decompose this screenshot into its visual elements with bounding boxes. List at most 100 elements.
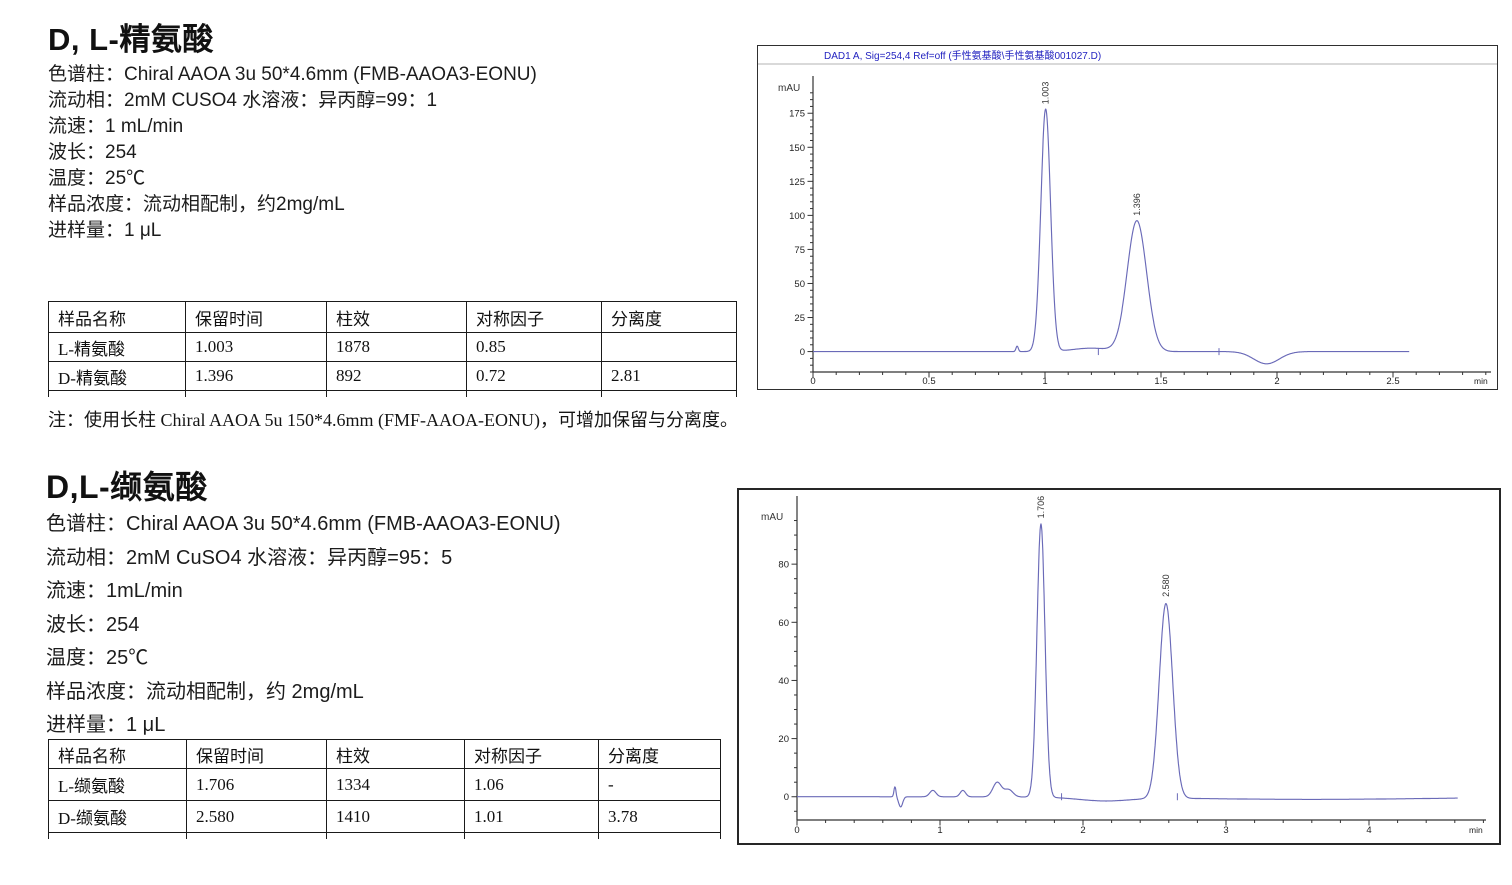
table-cell: 1.01 — [464, 800, 599, 833]
table-cell: 3.78 — [598, 800, 721, 833]
peak-labels: 1.706 2.580 — [1036, 496, 1171, 597]
section1-parameters: 色谱柱：Chiral AAOA 3u 50*4.6mm (FMB-AAOA3-E… — [48, 62, 537, 244]
svg-text:175: 175 — [789, 109, 805, 120]
table-column-stub — [736, 390, 737, 397]
svg-text:20: 20 — [778, 734, 789, 745]
svg-text:2.5: 2.5 — [1386, 376, 1399, 387]
section2-results-table: 样品名称 保留时间 柱效 对称因子 分离度 L-缬氨酸 1.706 1334 1.06- D-缬氨… — [48, 739, 721, 833]
table-header-cell: 保留时间 — [186, 739, 327, 769]
parameter-line: 样品浓度：流动相配制，约 2mg/mL — [46, 680, 364, 703]
table-row: L-缬氨酸 1.706 1334 1.06- — [48, 768, 721, 801]
svg-text:80: 80 — [778, 560, 789, 571]
table-header-cell: 分离度 — [601, 301, 737, 333]
table-cell — [601, 332, 737, 362]
chromatogram-trace — [796, 523, 1458, 808]
chromatogram-1-frame: DAD1 A, Sig=254,4 Ref=off (手性氨基酸\手性氨基酸00… — [757, 45, 1498, 390]
table-column-stub — [326, 390, 327, 397]
svg-text:min: min — [1474, 376, 1488, 386]
table-cell: - — [598, 768, 721, 801]
axes — [812, 76, 1491, 373]
peak-rt-label: 1.706 — [1036, 496, 1046, 519]
table-column-stub — [48, 832, 49, 839]
chromatogram-trace — [812, 108, 1410, 365]
table-column-stub — [466, 390, 467, 397]
peak-rt-label: 2.580 — [1161, 574, 1171, 597]
svg-text:100: 100 — [789, 211, 805, 222]
table-cell: L-缬氨酸 — [48, 768, 187, 801]
svg-text:0: 0 — [794, 825, 799, 836]
parameter-line: 流速：1mL/min — [46, 580, 183, 602]
section2-parameters: 色谱柱：Chiral AAOA 3u 50*4.6mm (FMB-AAOA3-E… — [46, 508, 561, 743]
svg-text:1: 1 — [937, 825, 942, 836]
table-row: D-精氨酸 1.396 892 0.72 2.81 — [48, 361, 737, 391]
svg-text:50: 50 — [794, 279, 805, 290]
table-cell: 1.06 — [464, 768, 599, 801]
parameter-line: 波长：254 — [46, 613, 140, 636]
svg-text:125: 125 — [789, 177, 805, 188]
table-header-cell: 对称因子 — [464, 739, 599, 769]
table-row: D-缬氨酸 2.580 1410 1.01 3.78 — [48, 800, 721, 833]
svg-text:0.5: 0.5 — [922, 376, 935, 387]
chromatogram-2-frame: 0 1 2 3 4 min 0 20 40 60 80 mAU 1.706 2.580 — [737, 488, 1501, 845]
parameter-line: 流动相：2mM CUSO4 水溶液：异丙醇=99：1 — [48, 90, 438, 111]
table-column-stub — [598, 832, 599, 839]
parameter-line: 温度：25℃ — [46, 647, 149, 669]
table-column-stub — [601, 390, 602, 397]
table-cell: 1.003 — [185, 332, 327, 362]
svg-text:150: 150 — [789, 143, 805, 154]
svg-text:60: 60 — [778, 618, 789, 629]
ticks — [807, 92, 1487, 378]
tick-labels: 0 0.5 1 1.5 2 2.5 min 0 25 50 75 100 125 150 175 — [789, 109, 1488, 387]
table-cell: 1.706 — [186, 768, 327, 801]
section1-results-table: 样品名称 保留时间 柱效 对称因子 分离度 L-精氨酸 1.003 1878 0.85 D-精氨酸… — [48, 301, 737, 391]
svg-text:min: min — [1469, 825, 1483, 835]
table-header-cell: 样品名称 — [48, 739, 187, 769]
table-cell: 2.81 — [601, 361, 737, 391]
table-header-cell: 对称因子 — [466, 301, 602, 333]
table-column-stub — [48, 390, 49, 397]
svg-text:3: 3 — [1223, 825, 1228, 836]
table-column-stub — [185, 390, 186, 397]
svg-text:2: 2 — [1274, 376, 1279, 387]
table-cell: 0.72 — [466, 361, 602, 391]
svg-text:0: 0 — [800, 347, 805, 358]
chromatogram-valine-svg: 0 1 2 3 4 min 0 20 40 60 80 mAU 1.706 2.580 — [761, 496, 1486, 836]
y-axis-unit-label: mAU — [761, 512, 783, 523]
parameter-line: 色谱柱：Chiral AAOA 3u 50*4.6mm (FMB-AAOA3-E… — [48, 64, 537, 85]
parameter-line: 流动相：2mM CuSO4 水溶液：异丙醇=95：5 — [46, 546, 453, 569]
table-header-cell: 保留时间 — [185, 301, 327, 333]
parameter-line: 进样量：1 μL — [48, 220, 162, 241]
svg-text:1: 1 — [1042, 376, 1047, 387]
table-cell: 1334 — [326, 768, 465, 801]
section1-note: 注：使用长柱 Chiral AAOA 5u 150*4.6mm (FMF-AAO… — [48, 410, 738, 430]
svg-text:4: 4 — [1366, 825, 1371, 836]
svg-text:0: 0 — [784, 792, 789, 803]
peak-rt-label: 1.003 — [1041, 82, 1051, 105]
tick-labels: 0 1 2 3 4 min 0 20 40 60 80 — [778, 560, 1483, 836]
table-header-cell: 分离度 — [598, 739, 721, 769]
y-axis-unit-label: mAU — [778, 83, 800, 94]
parameter-line: 进样量：1 μL — [46, 714, 166, 736]
svg-text:25: 25 — [794, 313, 805, 324]
table-column-stub — [464, 832, 465, 839]
parameter-line: 样品浓度：流动相配制，约2mg/mL — [48, 194, 345, 215]
parameter-line: 色谱柱：Chiral AAOA 3u 50*4.6mm (FMB-AAOA3-E… — [46, 513, 561, 535]
table-cell: 1410 — [326, 800, 465, 833]
table-column-stub — [720, 832, 721, 839]
table-row: L-精氨酸 1.003 1878 0.85 — [48, 332, 737, 362]
svg-text:0: 0 — [810, 376, 815, 387]
section1-title: D, L-精氨酸 — [48, 22, 214, 57]
table-cell: L-精氨酸 — [48, 332, 186, 362]
peak-labels: 1.003 1.396 — [1041, 82, 1142, 216]
table-cell: 892 — [326, 361, 467, 391]
peak-rt-label: 1.396 — [1132, 193, 1142, 216]
parameter-line: 流速：1 mL/min — [48, 116, 184, 137]
table-cell: 0.85 — [466, 332, 602, 362]
svg-text:2: 2 — [1080, 825, 1085, 836]
svg-text:40: 40 — [778, 676, 789, 687]
svg-text:1.5: 1.5 — [1154, 376, 1167, 387]
table-cell: 2.580 — [186, 800, 327, 833]
section2-title: D,L-缬氨酸 — [46, 469, 208, 505]
table-header-cell: 柱效 — [326, 739, 465, 769]
